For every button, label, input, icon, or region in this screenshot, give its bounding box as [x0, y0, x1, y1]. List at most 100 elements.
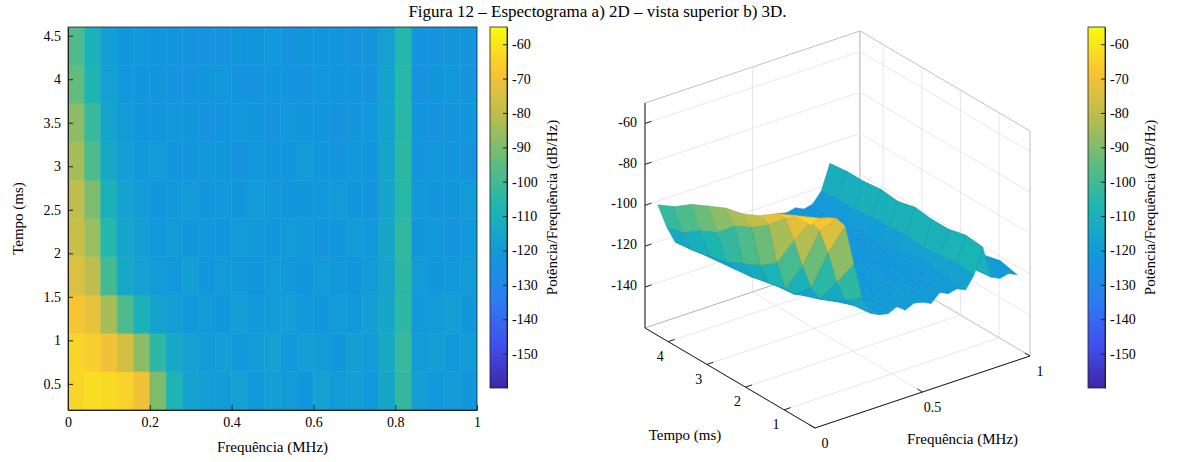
heatmap-cell [395, 219, 411, 257]
tick-label: -150 [1110, 347, 1136, 362]
tick-mark [917, 389, 922, 392]
tick-mark [1101, 319, 1105, 320]
heatmap-cell [84, 180, 100, 218]
heatmap-cell [461, 180, 477, 218]
tick-mark [68, 166, 73, 167]
tick-mark [707, 362, 713, 364]
tick-mark [1101, 44, 1105, 45]
heatmap-cell [117, 333, 133, 371]
heatmap-cells [68, 27, 477, 410]
heatmap-cell [183, 104, 199, 142]
heatmap-cell [412, 27, 428, 65]
heatmap-cell [281, 333, 297, 371]
heatmap-cell [101, 104, 117, 142]
heatmap-cell [281, 219, 297, 257]
grid-line [645, 103, 815, 428]
heatmap-cell [281, 372, 297, 410]
heatmap-cell [428, 219, 444, 257]
tick-label: -80 [512, 106, 531, 121]
tick-label: -80 [1110, 106, 1129, 121]
tick-mark [1101, 354, 1105, 355]
heatmap-cell [199, 295, 215, 333]
heatmap-cell [150, 65, 166, 103]
heatmap-cell [297, 333, 313, 371]
heatmap-cell [379, 257, 395, 295]
heatmap-cell [362, 257, 378, 295]
heatmap-cell [313, 257, 329, 295]
tick: -110 [1101, 209, 1135, 224]
heatmap-cell [101, 219, 117, 257]
heatmap-cell [362, 295, 378, 333]
heatmap-cell [395, 180, 411, 218]
heatmap-cell [248, 333, 264, 371]
heatmap-cell [150, 372, 166, 410]
heatmap-cell [84, 333, 100, 371]
heatmap-cell [215, 142, 231, 180]
tick: 0.4 [223, 405, 241, 430]
heatmap-cell [68, 372, 84, 410]
heatmap-cell [68, 257, 84, 295]
heatmap-cell [281, 142, 297, 180]
grid-line [668, 45, 883, 342]
heatmap-cell [461, 104, 477, 142]
heatmap-cell [412, 104, 428, 142]
heatmap-cell [395, 372, 411, 410]
heatmap-cell [150, 295, 166, 333]
tick-label: -90 [1110, 140, 1129, 155]
tick-label: -110 [512, 209, 537, 224]
tick-label: -100 [1110, 175, 1136, 190]
heatmap-cell [264, 333, 280, 371]
heatmap-cell [166, 372, 182, 410]
heatmap-cell [362, 333, 378, 371]
heatmap-cell [84, 372, 100, 410]
surface-patch [845, 298, 871, 314]
heatmap-cell [362, 180, 378, 218]
heatmap-cell [117, 180, 133, 218]
heatmap-cell [379, 372, 395, 410]
tick-label: -150 [512, 347, 538, 362]
heatmap-cell [412, 295, 428, 333]
heatmap-cell [232, 180, 248, 218]
heatmap-cell [444, 104, 460, 142]
heatmap-cell [428, 333, 444, 371]
heatmap-cell [232, 27, 248, 65]
tick: -150 [503, 347, 538, 362]
heatmap-cell [281, 295, 297, 333]
heatmap-cell [379, 295, 395, 333]
heatmap-cell [84, 65, 100, 103]
heatmap-cell [264, 219, 280, 257]
heatmap-cell [313, 104, 329, 142]
heatmap-cell [133, 65, 149, 103]
heatmap-cell [281, 65, 297, 103]
heatmap-cell [232, 219, 248, 257]
tick-label: 4.5 [44, 29, 62, 44]
heatmap-cell [101, 180, 117, 218]
heatmap-cell [461, 219, 477, 257]
tick-label: -100 [611, 196, 637, 211]
tick: 0.6 [305, 405, 323, 430]
tick: -150 [1101, 347, 1136, 362]
tick-mark [1101, 79, 1105, 80]
heatmap-cell [330, 142, 346, 180]
tick-label: 2.5 [44, 203, 62, 218]
heatmap-cell [330, 333, 346, 371]
tick-mark [503, 319, 507, 320]
tick-mark [503, 113, 507, 114]
tick-mark [503, 354, 507, 355]
heatmap-cell [444, 333, 460, 371]
heatmap-cell [330, 295, 346, 333]
heatmap-cell [297, 372, 313, 410]
tick-label: -90 [512, 140, 531, 155]
tick-mark [313, 405, 314, 410]
heatmap-cell [101, 295, 117, 333]
heatmap-cell [346, 180, 362, 218]
heatmap-cell [313, 27, 329, 65]
tick-label: 1.5 [44, 290, 62, 305]
heatmap-cell [330, 219, 346, 257]
tick-label: 0.5 [44, 377, 62, 392]
heatmap-cell [346, 65, 362, 103]
heatmap-cell [183, 257, 199, 295]
heatmap-cell [297, 104, 313, 142]
heatmap-cell [117, 257, 133, 295]
heatmap-cell [264, 142, 280, 180]
